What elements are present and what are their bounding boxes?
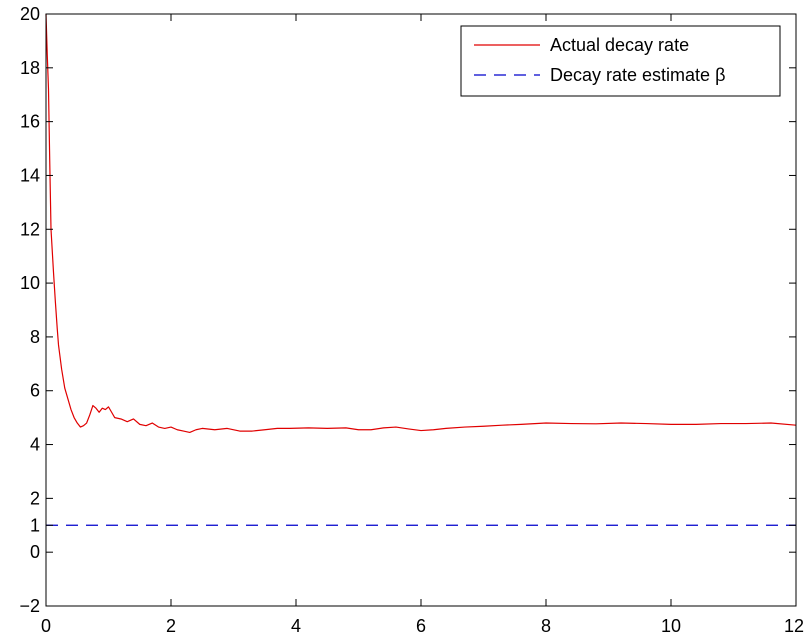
x-tick-label: 6	[416, 616, 426, 636]
x-tick-label: 8	[541, 616, 551, 636]
y-tick-label: 12	[20, 219, 40, 239]
y-tick-label: 10	[20, 273, 40, 293]
x-tick-label: 12	[784, 616, 804, 636]
legend-label-decay-rate-estimate: Decay rate estimate β	[550, 65, 725, 85]
plot-frame	[45, 13, 797, 607]
y-tick-label: −2	[19, 596, 40, 616]
x-tick-label: 0	[41, 616, 51, 636]
x-tick-labels: 0 2 4 6 8 10 12	[41, 616, 804, 636]
y-tick-label: 2	[30, 488, 40, 508]
x-tick-label: 4	[291, 616, 301, 636]
y-tick-label: 20	[20, 4, 40, 24]
y-tick-label: 14	[20, 165, 40, 185]
y-tick-label: 16	[20, 112, 40, 132]
legend-label-actual-decay-rate: Actual decay rate	[550, 35, 689, 55]
y-tick-label: 6	[30, 381, 40, 401]
y-tick-label: 18	[20, 58, 40, 78]
y-tick-label: 0	[30, 542, 40, 562]
x-tick-label: 10	[661, 616, 681, 636]
plot-lines	[45, 13, 797, 526]
y-tick-label: 4	[30, 435, 40, 455]
y-tick-label: 8	[30, 327, 40, 347]
axis-ticks	[45, 13, 797, 607]
series-line-0	[45, 13, 797, 434]
y-tick-label: 1	[30, 515, 40, 535]
legend-box	[460, 25, 781, 97]
x-tick-label: 2	[166, 616, 176, 636]
legend: Actual decay rate Decay rate estimate β	[460, 25, 781, 97]
